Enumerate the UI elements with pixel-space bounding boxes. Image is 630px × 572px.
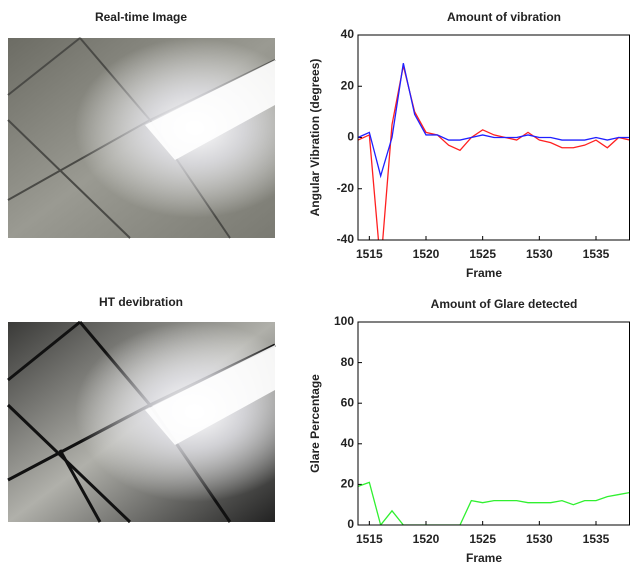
y-tick-label: 40 <box>341 436 355 450</box>
camera-image <box>7 37 276 239</box>
chart-title: Amount of vibration <box>447 10 561 24</box>
y-tick-label: 80 <box>341 355 355 369</box>
y-tick-label: 100 <box>334 314 354 328</box>
x-tick-label: 1535 <box>583 247 610 261</box>
x-tick-label: 1515 <box>356 247 383 261</box>
series-line <box>358 481 630 525</box>
y-tick-label: 20 <box>341 78 355 92</box>
x-axis-label: Frame <box>466 266 502 280</box>
y-tick-label: 60 <box>341 395 355 409</box>
x-tick-label: 1535 <box>583 532 610 546</box>
y-tick-label: 40 <box>341 27 355 41</box>
series-line <box>358 63 630 179</box>
y-tick-label: 20 <box>341 477 355 491</box>
camera-image <box>6 320 276 524</box>
plot-frame <box>357 321 630 526</box>
y-axis-label: Glare Percentage <box>308 374 322 473</box>
image-title: HT devibration <box>99 295 183 309</box>
x-tick-label: 1530 <box>526 532 553 546</box>
y-tick-label: -40 <box>337 232 355 246</box>
x-tick-label: 1530 <box>526 247 553 261</box>
y-tick-label: 0 <box>347 517 354 531</box>
y-tick-label: -20 <box>337 181 355 195</box>
image-title: Real-time Image <box>95 10 187 24</box>
chart-title: Amount of Glare detected <box>431 297 578 311</box>
x-tick-label: 1525 <box>469 247 496 261</box>
x-tick-label: 1520 <box>413 247 440 261</box>
x-tick-label: 1515 <box>356 532 383 546</box>
y-tick-label: 0 <box>347 130 354 144</box>
x-axis-label: Frame <box>466 551 502 565</box>
x-tick-label: 1525 <box>469 532 496 546</box>
y-axis-label: Angular Vibration (degrees) <box>308 59 322 217</box>
x-tick-label: 1520 <box>413 532 440 546</box>
